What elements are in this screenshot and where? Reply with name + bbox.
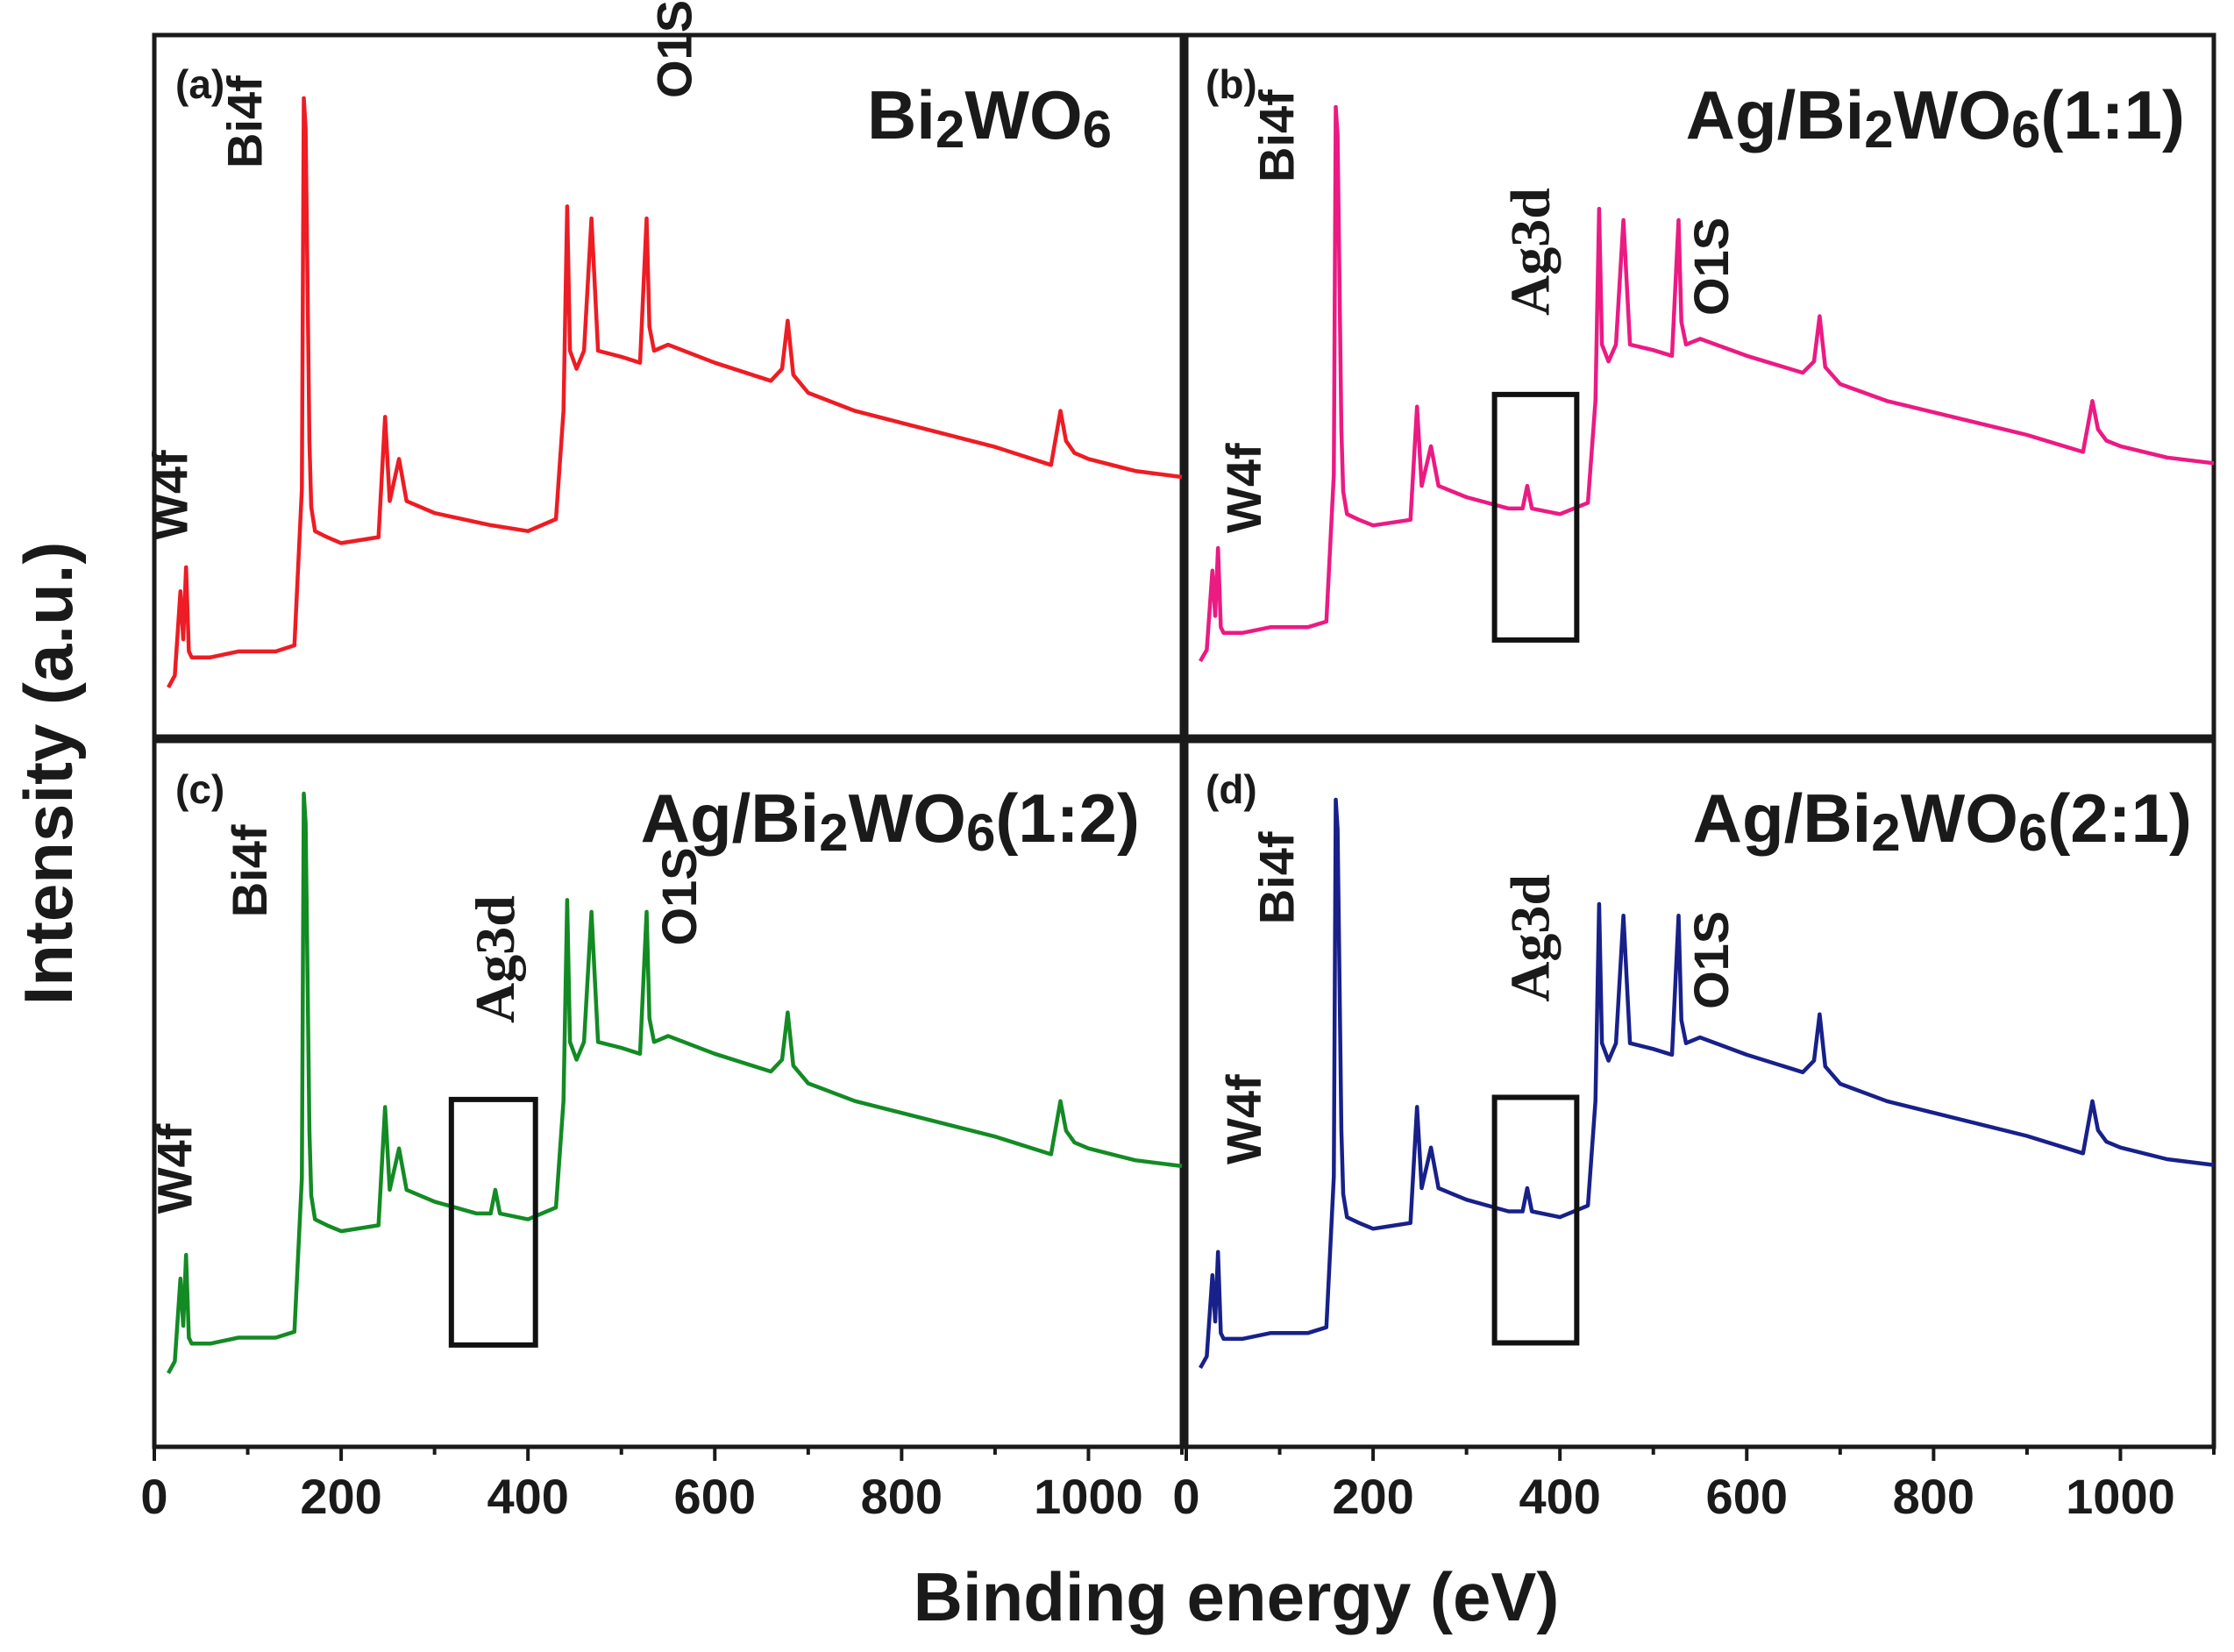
peak-label-w4f: W4f: [147, 1123, 203, 1214]
y-axis-title: Intensity (a.u.): [10, 542, 87, 1006]
x-tick-label: 1000: [2066, 1469, 2175, 1524]
sample-title-subscript: 2: [1871, 803, 1900, 862]
peak-label-o1s: O1S: [651, 847, 707, 945]
sample-title-text: Ag/Bi: [641, 780, 820, 857]
panel-label: (b): [1206, 61, 1257, 107]
x-tick-label: 600: [674, 1469, 756, 1524]
sample-title: Ag/Bi2WO6(1:2): [641, 780, 1140, 862]
peak-label-ag3d: Ag3d: [1498, 188, 1561, 316]
sample-title-text: Bi: [867, 76, 936, 153]
x-tick-label: 800: [861, 1469, 943, 1524]
sample-title-text: Ag/Bi: [1686, 76, 1865, 153]
spectrum-line: [167, 96, 1183, 689]
x-tick-label: 0: [140, 1469, 167, 1524]
peak-label-o1s: O1S: [647, 0, 702, 98]
x-axis-layer: 0 200 400 600 800 1000 0 200 400 600 800 1000: [140, 1447, 2216, 1524]
sample-title-text: (1:2): [995, 780, 1140, 857]
sample-title: Ag/Bi2WO6(1:1): [1686, 76, 2185, 159]
x-tick-label: 200: [1332, 1469, 1413, 1524]
sample-title-subscript: 6: [966, 803, 995, 862]
sample-title-text: WO: [1901, 780, 2018, 857]
x-tick-label: 200: [300, 1469, 381, 1524]
panel-label: (d): [1206, 766, 1257, 812]
panel-label: (c): [175, 766, 224, 812]
sample-title: Ag/Bi2WO6(2:1): [1693, 780, 2192, 862]
panel-b: (b) Ag/Bi2WO6(1:1) W4f Bi4f Ag3d O1S: [1184, 32, 2216, 739]
sample-title-subscript: 6: [2011, 100, 2040, 159]
sample-title-subscript: 6: [2018, 803, 2047, 862]
panel-d: (d) Ag/Bi2WO6(2:1) W4f Bi4f Ag3d O1S: [1184, 738, 2216, 1449]
panel-frame: [1184, 32, 2216, 739]
panel-c: (c) Ag/Bi2WO6(1:2) W4f Bi4f Ag3d O1S: [147, 738, 1185, 1449]
peak-label-bi4f: Bi4f: [1249, 831, 1305, 924]
x-tick-label: 1000: [1034, 1469, 1143, 1524]
peak-label-bi4f: Bi4f: [217, 75, 273, 168]
panel-a: (a) Bi2WO6 W4f Bi4f O1S: [142, 0, 1185, 739]
sample-title-text: WO: [849, 780, 966, 857]
sample-title-subscript: 2: [1864, 100, 1893, 159]
sample-title: Bi2WO6: [867, 76, 1112, 159]
sample-title-text: (1:1): [2040, 76, 2185, 153]
panel-frame: [1184, 738, 2216, 1449]
spectrum-line: [167, 791, 1183, 1375]
sample-title-text: Ag/Bi: [1693, 780, 1872, 857]
sample-title-text: (2:1): [2047, 780, 2192, 857]
sample-title-text: WO: [1894, 76, 2011, 153]
sample-title-subscript: 6: [1083, 100, 1112, 159]
x-tick-label: 600: [1706, 1469, 1788, 1524]
peak-label-w4f: W4f: [142, 450, 197, 540]
peak-label-o1s: O1S: [1683, 217, 1739, 316]
peak-label-o1s: O1S: [1683, 911, 1739, 1009]
peak-label-ag3d: Ag3d: [1498, 874, 1561, 1002]
peak-label-bi4f: Bi4f: [222, 824, 277, 917]
ag3d-highlight-box: [1491, 1094, 1580, 1346]
ag3d-highlight-box: [1491, 391, 1580, 643]
sample-title-text: WO: [964, 76, 1082, 153]
x-tick-label: 400: [487, 1469, 568, 1524]
sample-title-subscript: 2: [936, 100, 964, 159]
peak-label-w4f: W4f: [1216, 1074, 1271, 1164]
peak-label-ag3d: Ag3d: [464, 895, 526, 1023]
sample-title-subscript: 2: [819, 803, 848, 862]
spectrum-line: [1199, 797, 2215, 1370]
panel-frame: [152, 32, 1185, 739]
x-tick-label: 800: [1893, 1469, 1974, 1524]
spectrum-line: [1199, 104, 2215, 663]
x-axis-title: Binding energy (eV): [914, 1558, 1560, 1635]
x-tick-label: 0: [1172, 1469, 1199, 1524]
panel-label: (a): [175, 61, 224, 107]
panel-frame: [152, 738, 1185, 1449]
peak-label-bi4f: Bi4f: [1249, 89, 1305, 182]
ag3d-highlight-box: [448, 1096, 538, 1348]
peak-label-w4f: W4f: [1216, 443, 1271, 533]
x-tick-label: 400: [1519, 1469, 1600, 1524]
